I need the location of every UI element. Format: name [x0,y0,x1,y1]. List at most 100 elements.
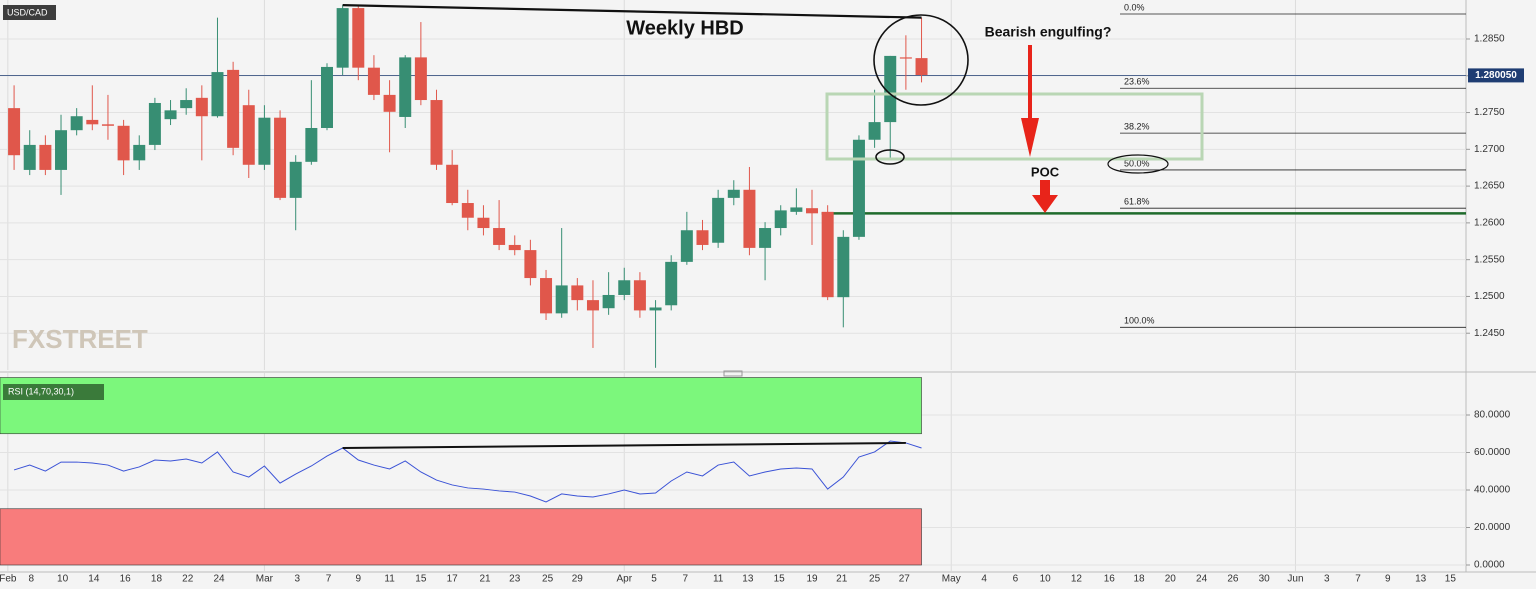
candle-body [806,208,819,214]
candle-body [352,8,365,68]
candle-body [915,58,928,76]
candle-body [586,300,599,311]
trend-line [342,441,906,449]
x-tick-label: 3 [294,574,300,585]
fib-label: 0.0% [1124,2,1145,12]
y-tick-label: 1.2850 [1474,34,1505,45]
candle-body [571,285,584,301]
x-tick-label: 11 [384,574,395,585]
fib-label: 50.0% [1124,158,1150,168]
fib-label: 23.6% [1124,77,1150,87]
trend-line [342,4,922,19]
candle-body [195,97,208,117]
candle-body [39,144,52,170]
x-tick-label: 15 [1445,574,1457,585]
candle-body [524,250,537,279]
x-tick-label: 10 [57,574,69,585]
x-tick-label: Mar [256,574,274,585]
x-tick-label: 20 [1165,574,1177,585]
x-tick-label: 21 [479,574,491,585]
x-tick-label: 10 [1040,574,1052,585]
x-tick-label: 27 [899,574,911,585]
y-tick-label: 1.2700 [1474,144,1505,155]
candle-body [23,144,36,170]
candle-body [70,116,83,131]
y-tick-label: 1.2600 [1474,218,1505,229]
y-tick-label: 1.2450 [1474,328,1505,339]
x-tick-label: May [942,574,961,585]
candle-body [414,57,427,101]
x-tick-label: 19 [806,574,818,585]
candle-body [477,217,490,229]
annotation: Weekly HBD [626,17,743,39]
x-tick-label: 7 [326,574,332,585]
x-tick-label: 14 [88,574,100,585]
circle-highlight [875,149,905,165]
annotation: Bearish engulfing? [985,24,1112,40]
candle-body [821,211,834,298]
candle-body [696,230,709,245]
x-tick-label: 26 [1227,574,1239,585]
candle-body [320,66,333,128]
candle-body [117,125,130,161]
x-tick-label: 3 [1324,574,1330,585]
candle-body [899,57,912,59]
y-tick-label: 40.0000 [1474,485,1511,496]
y-tick-label: 1.2500 [1474,291,1505,302]
candle-body [164,110,177,120]
x-tick-label: 9 [356,574,362,585]
y-tick-label: 1.2550 [1474,254,1505,265]
candle-body [540,278,553,314]
candle-body [493,228,506,245]
x-tick-label: 24 [213,574,225,585]
y-tick-label: 0.0000 [1474,560,1505,571]
x-tick-label: 5 [651,574,657,585]
candle-body [602,294,615,309]
x-tick-label: 13 [742,574,754,585]
current-price-label: 1.280050 [1475,70,1517,81]
x-tick-label: 21 [836,574,848,585]
x-tick-label: 29 [572,574,584,585]
x-tick-label: 17 [447,574,459,585]
x-tick-label: 16 [120,574,132,585]
candle-body [8,108,21,156]
panel-handle [723,370,743,377]
y-tick-label: 80.0000 [1474,410,1511,421]
annotation: POC [1031,164,1060,179]
candle-body [837,236,850,298]
arrow [1032,195,1058,213]
x-tick-label: 6 [1013,574,1019,585]
x-tick-label: 7 [682,574,688,585]
x-tick-label: 18 [1133,574,1145,585]
candle-body [727,189,740,198]
x-tick-label: 15 [415,574,427,585]
x-tick-label: 22 [182,574,194,585]
candle-body [852,139,865,237]
candle-body [555,285,568,314]
candle-body [86,119,99,125]
rsi-line [13,440,922,503]
candle-body [242,105,255,165]
candle-body [633,280,646,311]
x-tick-label: 13 [1415,574,1427,585]
candle-body [211,72,224,117]
x-tick-label: 30 [1259,574,1271,585]
x-tick-label: 25 [869,574,881,585]
candle-body [884,55,897,123]
x-tick-label: 8 [29,574,35,585]
current-price-badge [1468,68,1524,83]
arrow [1040,180,1050,196]
circle-highlight [1107,154,1169,174]
candle-body [461,203,474,218]
candle-body [305,127,318,162]
candle-body [508,244,521,251]
x-tick-label: 7 [1355,574,1361,585]
fib-label: 38.2% [1124,122,1150,132]
candle-body [367,67,380,95]
symbol-badge [3,5,56,20]
x-tick-label: 11 [713,574,724,585]
candle-body [790,207,803,212]
